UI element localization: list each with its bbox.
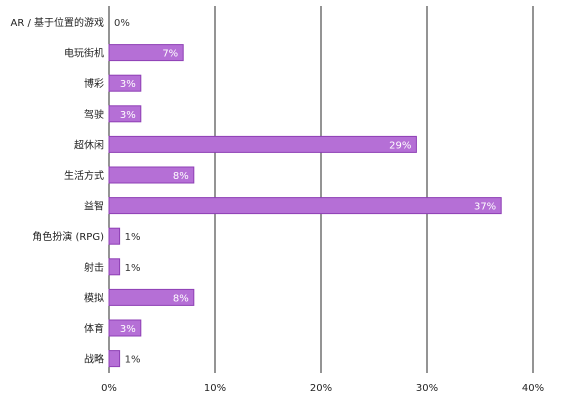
data-label: 3% [120, 324, 136, 335]
x-tick-label: 20% [310, 383, 332, 394]
bar [108, 319, 142, 337]
category-label: 射击 [84, 262, 104, 274]
category-label: 角色扮演 (RPG) [32, 230, 104, 243]
category-label: 模拟 [84, 291, 104, 304]
bar [108, 350, 121, 368]
data-label: 37% [474, 202, 496, 213]
x-tick-label: 0% [101, 383, 117, 394]
data-label: 1% [125, 263, 141, 274]
bar [108, 288, 195, 306]
data-label: 3% [120, 79, 136, 90]
data-label: 1% [125, 355, 141, 366]
data-label: 7% [162, 49, 178, 60]
data-label: 1% [125, 232, 141, 243]
bar [108, 227, 121, 245]
data-label: 8% [173, 171, 189, 182]
data-label: 8% [173, 293, 189, 304]
category-label: 生活方式 [64, 169, 104, 182]
category-label: 体育 [84, 322, 104, 335]
x-tick-label: 30% [416, 383, 438, 394]
bar [108, 105, 142, 123]
data-label: 3% [120, 110, 136, 121]
x-tick-label: 40% [522, 383, 544, 394]
bar [108, 135, 417, 153]
category-label: 益智 [84, 200, 104, 213]
category-label: 战略 [84, 353, 104, 366]
bar [108, 166, 195, 184]
data-label: 0% [114, 18, 130, 29]
category-label: 博彩 [84, 77, 104, 90]
data-label: 29% [389, 140, 411, 151]
category-label: 驾驶 [84, 108, 104, 121]
bar [108, 74, 142, 92]
category-label: 电玩街机 [64, 47, 104, 60]
bar [108, 258, 121, 276]
gridlines [108, 6, 534, 373]
bar [108, 44, 184, 62]
category-label: AR / 基于位置的游戏 [10, 16, 104, 29]
x-tick-label: 10% [204, 383, 226, 394]
category-label: 超休闲 [74, 138, 104, 151]
bar [108, 197, 502, 215]
bars: 0% 7% 3% 3% 29% 8% 37% 1% 1% 8% 3% 1% [108, 18, 502, 368]
x-axis-tick-labels: 0% 10% 20% 30% 40% [101, 383, 544, 394]
